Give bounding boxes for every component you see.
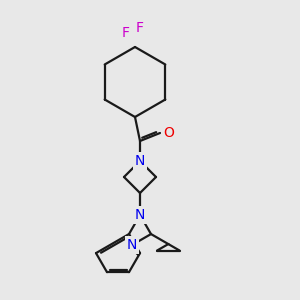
- Text: F: F: [122, 26, 130, 40]
- Text: O: O: [164, 126, 174, 140]
- Text: N: N: [135, 208, 145, 222]
- Text: N: N: [127, 238, 137, 252]
- Text: N: N: [135, 154, 145, 168]
- Text: F: F: [136, 21, 144, 35]
